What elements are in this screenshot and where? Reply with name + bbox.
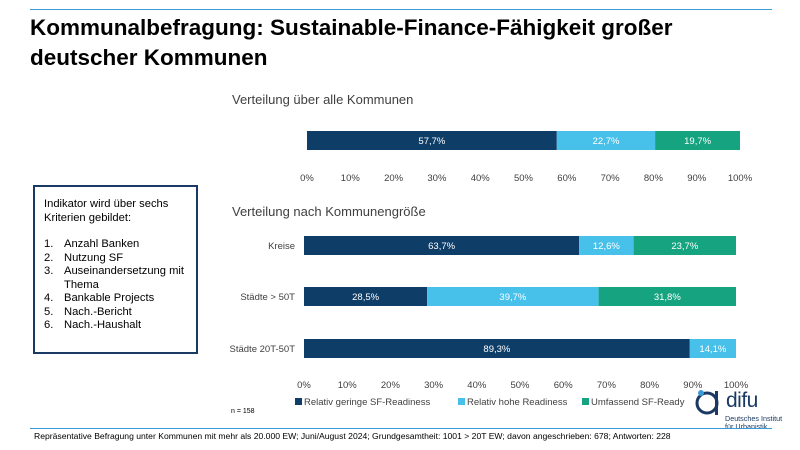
bar-segment — [304, 287, 428, 306]
data-label: 89,3% — [483, 344, 510, 355]
data-label: 23,7% — [671, 241, 698, 252]
bar-segment — [689, 339, 736, 358]
x-tick-label: 100% — [724, 380, 749, 391]
data-label: 57,7% — [418, 136, 445, 147]
bar-segment — [655, 131, 740, 150]
indicator-item: 3. Auseinandersetzung mit Thema — [44, 265, 196, 292]
x-tick-label: 40% — [467, 380, 487, 391]
x-tick-label: 90% — [683, 380, 703, 391]
chart-title: Verteilung über alle Kommunen — [232, 92, 413, 107]
category-label: Kreise — [268, 241, 295, 252]
x-tick-label: 90% — [687, 173, 707, 184]
logo-word: difu — [726, 389, 758, 412]
x-tick-label: 20% — [384, 173, 404, 184]
data-label: 31,8% — [654, 292, 681, 303]
legend-swatch — [582, 398, 589, 405]
indicator-item: 1. Anzahl Banken — [44, 238, 196, 252]
legend-label: Umfassend SF-Ready — [591, 397, 685, 408]
x-tick-label: 40% — [471, 173, 491, 184]
x-tick-label: 60% — [557, 173, 577, 184]
top-rule — [30, 9, 772, 10]
x-tick-label: 30% — [427, 173, 447, 184]
indicator-number: 5. — [44, 305, 54, 318]
indicator-text: Nach.-Haushalt — [64, 319, 142, 331]
x-tick-label: 100% — [728, 173, 753, 184]
logo-line-1: Deutsches Institut — [725, 414, 783, 423]
page-title: Kommunalbefragung: Sustainable-Finance-F… — [30, 15, 673, 70]
indicator-item: 5. Nach.-Bericht — [44, 306, 196, 320]
bar-segment — [598, 287, 736, 306]
data-label: 39,7% — [499, 292, 526, 303]
data-label: 14,1% — [699, 344, 726, 355]
indicator-text: Anzahl Banken — [64, 238, 140, 250]
chart-title: Verteilung nach Kommunengröße — [232, 204, 426, 219]
x-tick-label: 0% — [300, 173, 314, 184]
bar-segment — [304, 339, 690, 358]
bar-segment — [633, 236, 736, 255]
footer-note: Repräsentative Befragung unter Kommunen … — [34, 431, 671, 441]
x-tick-label: 10% — [338, 380, 358, 391]
difu-logo: difu Deutsches Institut für Urbanistik — [693, 389, 788, 439]
indicator-text: Nach.-Bericht — [64, 305, 132, 318]
legend-swatch — [295, 398, 302, 405]
legend-label: Relativ hohe Readiness — [467, 397, 568, 408]
x-tick-label: 70% — [597, 380, 617, 391]
category-label: Städte > 50T — [240, 292, 295, 303]
indicator-number: 3. — [44, 265, 54, 277]
x-tick-label: 0% — [297, 380, 311, 391]
x-tick-label: 70% — [601, 173, 621, 184]
data-label: 63,7% — [428, 241, 455, 252]
indicator-box: Indikator wird über sechs Kriterien gebi… — [33, 185, 198, 354]
data-label: 12,6% — [593, 241, 620, 252]
x-tick-label: 20% — [381, 380, 401, 391]
indicator-number: 4. — [44, 292, 54, 304]
legend-swatch — [458, 398, 465, 405]
x-tick-label: 60% — [554, 380, 574, 391]
x-tick-label: 30% — [424, 380, 444, 391]
footer-rule — [30, 428, 772, 429]
x-tick-label: 80% — [640, 380, 660, 391]
indicator-text: Bankable Projects — [64, 292, 155, 304]
x-tick-label: 80% — [644, 173, 664, 184]
indicator-item: 6. Nach.-Haushalt — [44, 319, 196, 333]
indicator-text: Nutzung SF — [64, 251, 124, 264]
x-tick-label: 50% — [514, 173, 534, 184]
indicator-number: 2. — [44, 251, 54, 264]
bar-segment — [556, 131, 656, 150]
sample-size-note: n = 158 — [231, 408, 255, 415]
data-label: 19,7% — [684, 136, 711, 147]
indicator-item: 2. Nutzung SF — [44, 252, 196, 266]
indicator-list: 1. Anzahl Banken 2. Nutzung SF 3. Auseinand… — [44, 238, 196, 333]
x-tick-label: 10% — [341, 173, 361, 184]
bar-segment — [579, 236, 634, 255]
bar-segment — [307, 131, 557, 150]
logo-line-2: für Urbanistik — [725, 422, 768, 431]
logo-mark-icon — [695, 390, 719, 415]
category-label: Städte 20T-50T — [230, 344, 296, 355]
indicator-text: Auseinandersetzung mit Thema — [64, 265, 185, 291]
indicator-heading: Indikator wird über sechs Kriterien gebi… — [44, 198, 169, 224]
data-label: 22,7% — [593, 136, 620, 147]
legend-label: Relativ geringe SF-Readiness — [304, 397, 430, 408]
x-tick-label: 50% — [510, 380, 530, 391]
indicator-number: 6. — [44, 319, 54, 331]
indicator-item: 4. Bankable Projects — [44, 292, 196, 306]
bar-segment — [304, 236, 580, 255]
bar-segment — [427, 287, 599, 306]
indicator-number: 1. — [44, 238, 54, 250]
data-label: 28,5% — [352, 292, 379, 303]
